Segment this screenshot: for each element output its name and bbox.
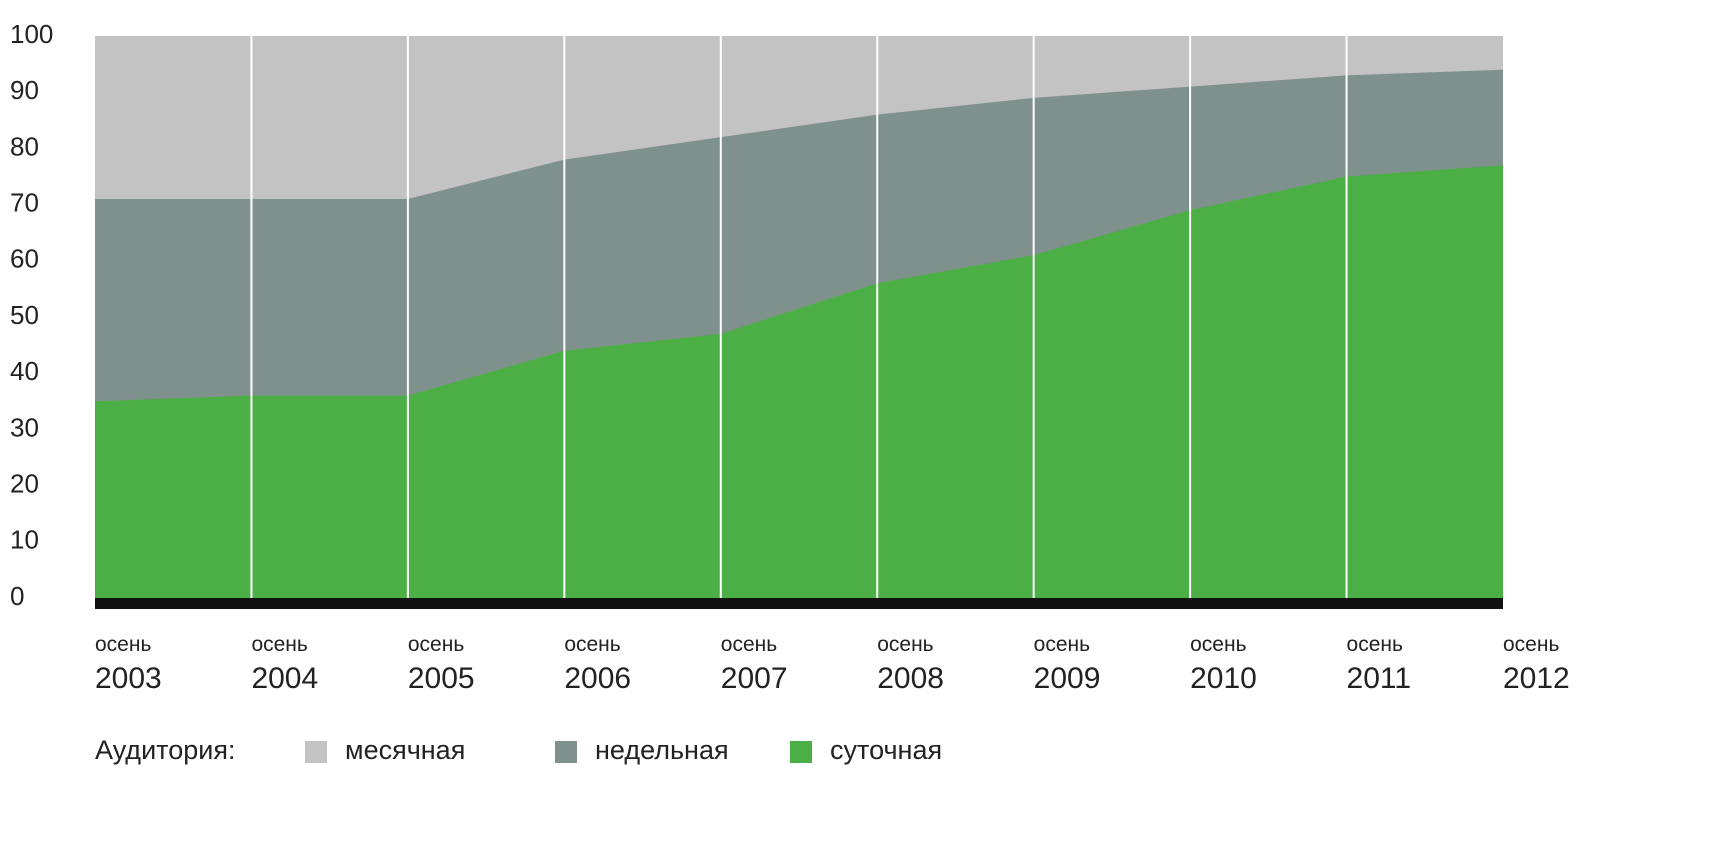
y-tick-label: 90	[10, 75, 39, 105]
y-tick-label: 10	[10, 525, 39, 555]
y-tick-label: 70	[10, 187, 39, 217]
x-tick-label: осень 2010	[1190, 633, 1257, 695]
area	[95, 165, 1503, 598]
x-tick-label: осень 2008	[877, 633, 944, 695]
legend-label: суточная	[830, 735, 942, 765]
baseline	[95, 598, 1503, 609]
x-tick-label: осень 2006	[564, 633, 632, 695]
y-tick-label: 100	[10, 19, 53, 49]
y-tick-label: 30	[10, 412, 39, 442]
legend-title: Аудитория:	[95, 735, 235, 765]
y-tick-label: 40	[10, 356, 39, 386]
legend-swatch	[790, 741, 812, 763]
legend-swatch	[555, 741, 577, 763]
y-tick-label: 20	[10, 468, 39, 498]
x-tick-label: осень 2007	[720, 633, 788, 695]
x-tick-label: осень 2009	[1033, 633, 1101, 695]
x-tick-label: осень 2004	[251, 633, 319, 695]
x-tick-label: осень 2011	[1346, 633, 1412, 695]
y-tick-label: 0	[10, 581, 24, 611]
legend-label: недельная	[595, 735, 729, 765]
x-tick-label: осень 2005	[407, 633, 475, 695]
y-tick-label: 50	[10, 300, 39, 330]
y-tick-label: 80	[10, 131, 39, 161]
legend-swatch	[305, 741, 327, 763]
x-tick-label: осень 2012	[1503, 633, 1570, 695]
x-tick-label: осень 2003	[95, 633, 162, 695]
legend-label: месячная	[345, 735, 465, 765]
y-tick-label: 60	[10, 244, 39, 274]
